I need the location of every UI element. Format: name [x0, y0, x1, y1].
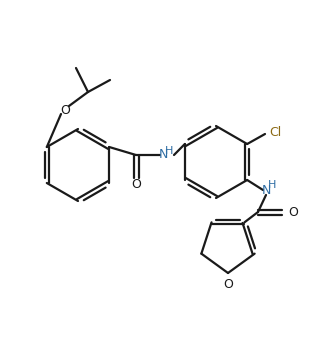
Text: O: O	[60, 104, 70, 117]
Text: O: O	[223, 278, 233, 291]
Text: O: O	[131, 177, 141, 190]
Text: N: N	[158, 148, 168, 161]
Text: Cl: Cl	[269, 126, 281, 140]
Text: N: N	[261, 183, 271, 196]
Text: H: H	[268, 180, 276, 190]
Text: O: O	[288, 205, 298, 218]
Text: H: H	[165, 146, 173, 156]
